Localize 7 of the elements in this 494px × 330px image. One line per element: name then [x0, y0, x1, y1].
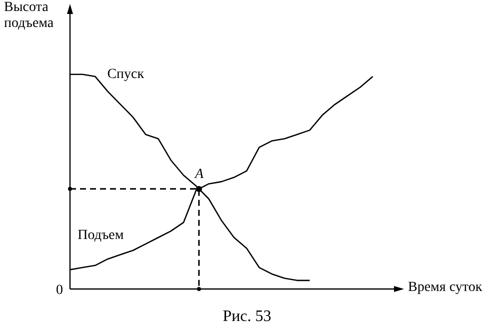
x-axis-title: Время суток	[408, 280, 482, 296]
text: 0	[56, 283, 63, 299]
annotation: A	[194, 166, 204, 183]
series-label: Подъем	[78, 228, 124, 244]
text: Рис. 53	[222, 308, 272, 325]
series-label: Спуск	[107, 66, 144, 83]
y-axis-title: Высота подъема	[4, 0, 55, 32]
